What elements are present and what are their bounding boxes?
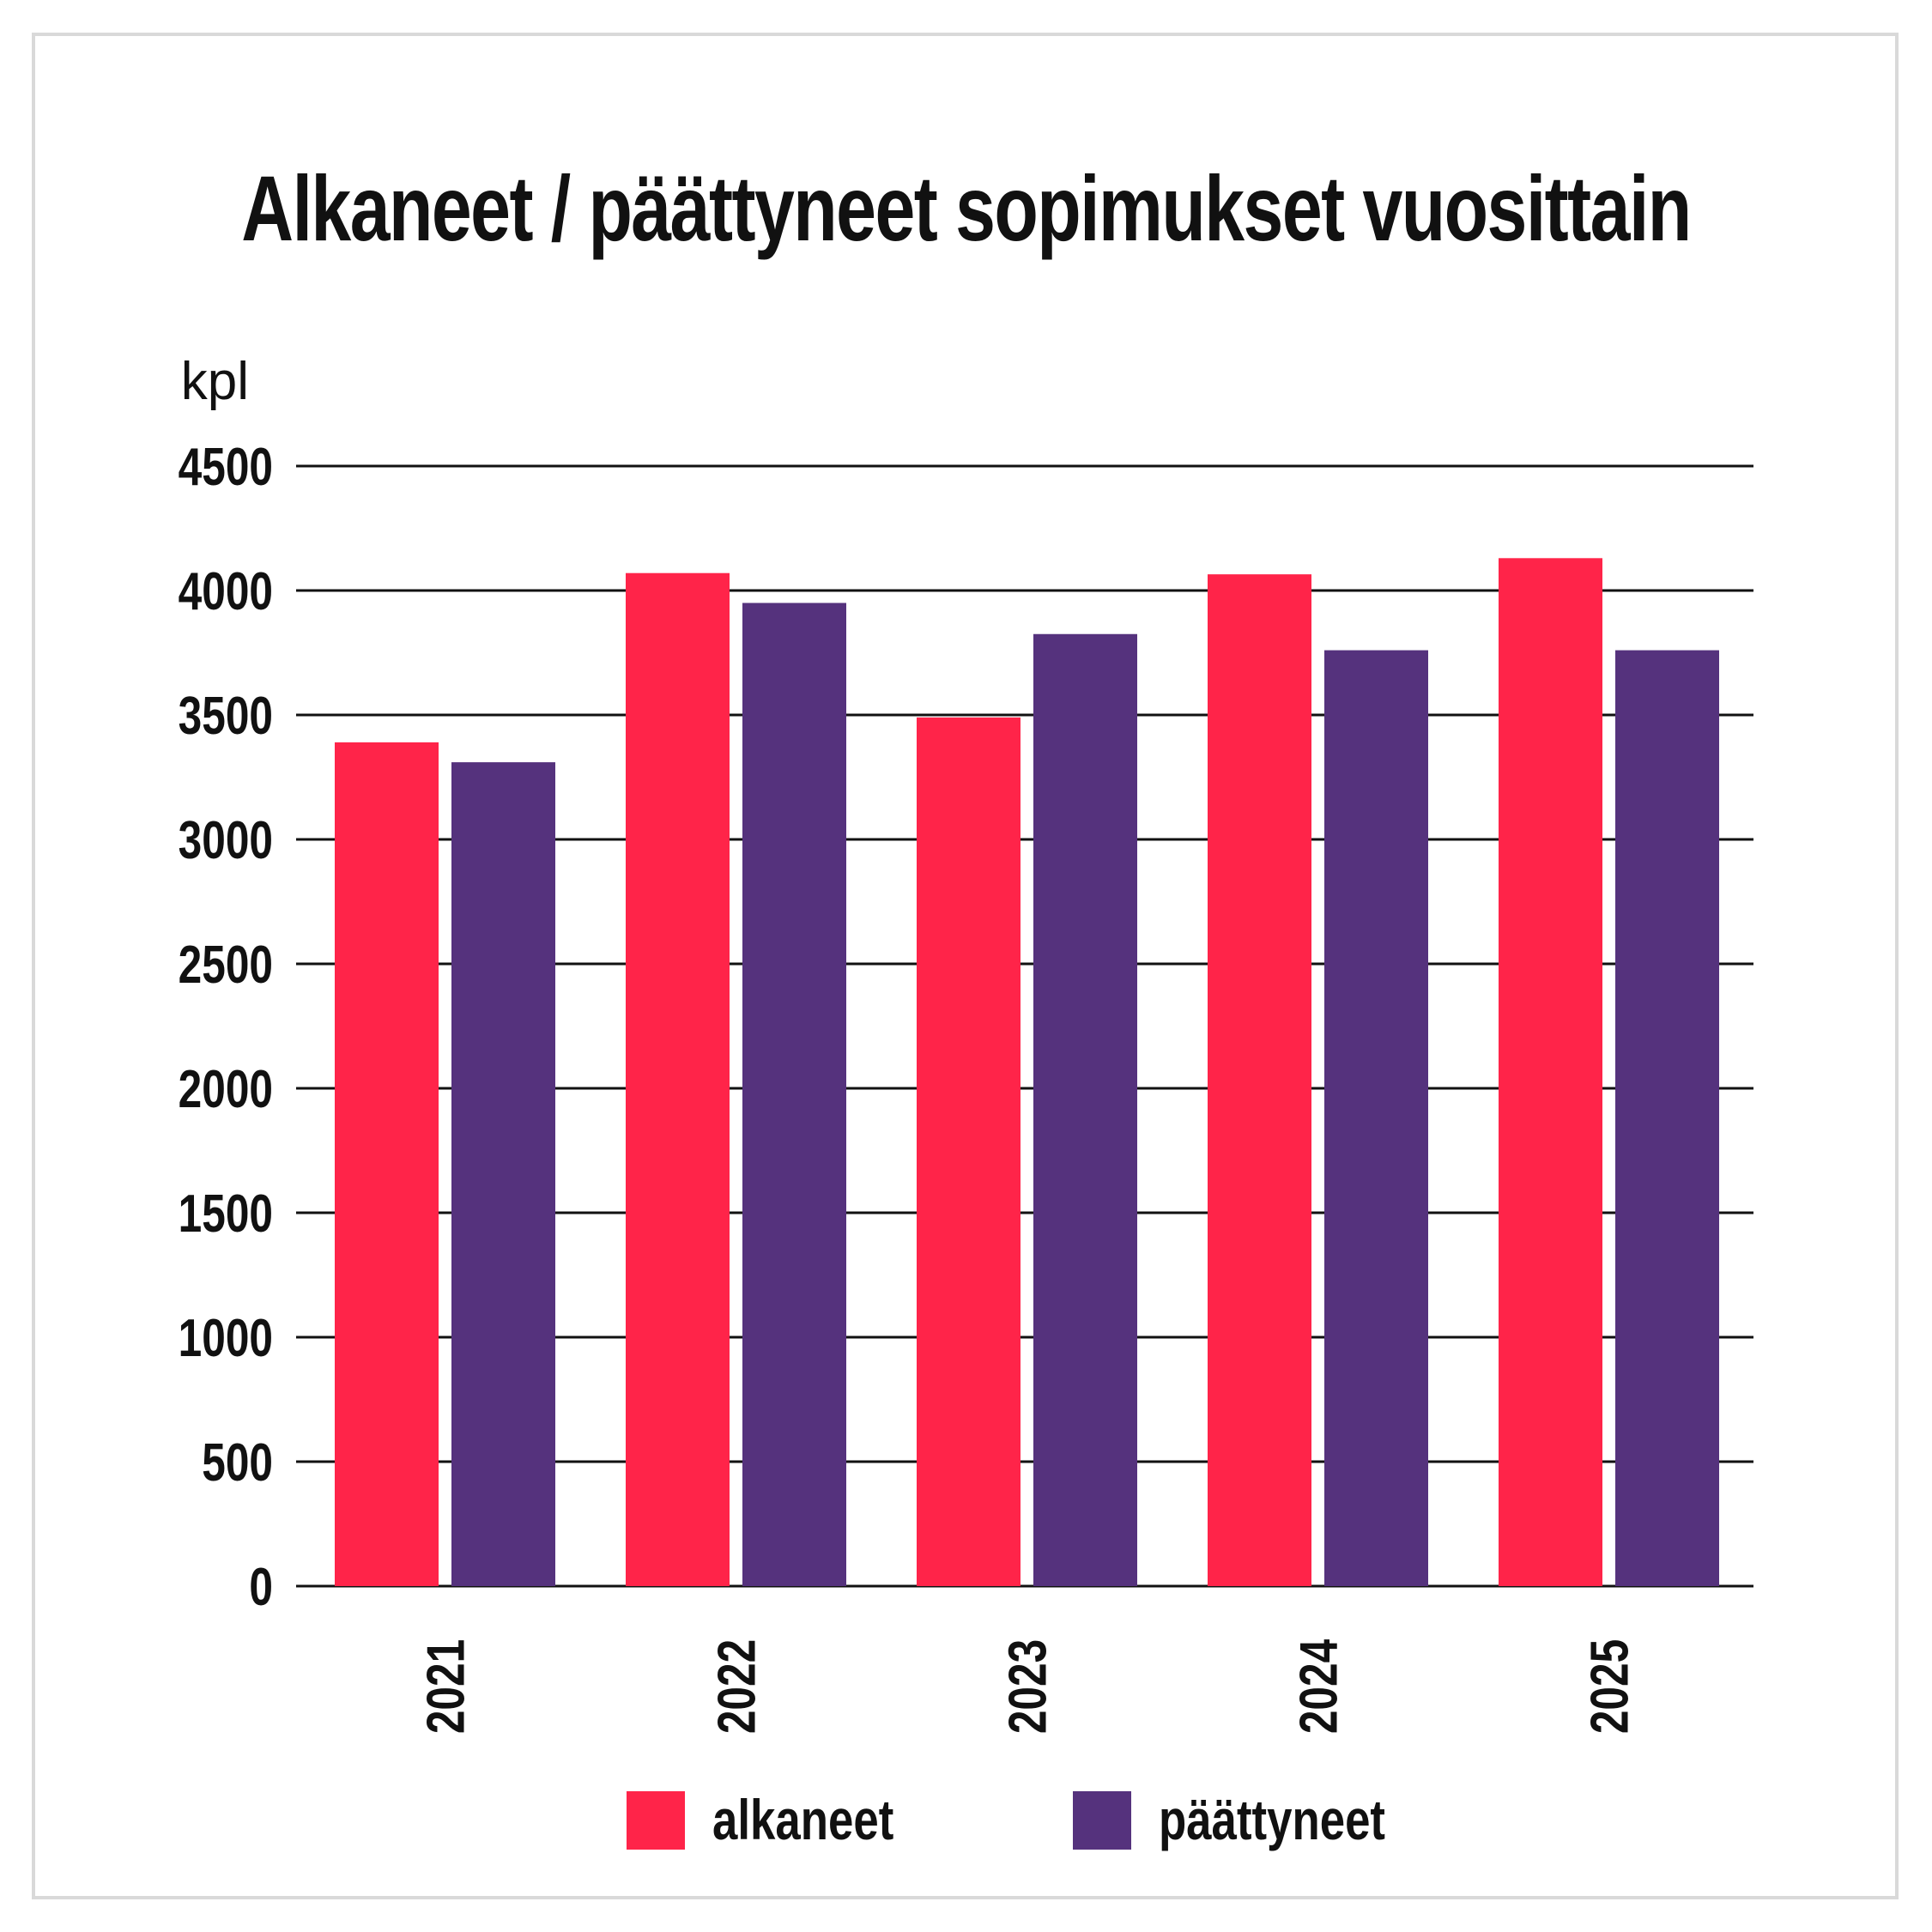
y-axis-ticks: 0 500 1000 1500 2000 2500 3000 3500 4000 4500 — [179, 437, 273, 1617]
y-tick-label: 500 — [202, 1432, 273, 1493]
y-tick-label: 2500 — [179, 935, 273, 995]
bar-pttyneet-2021 — [451, 762, 555, 1586]
y-tick-label: 4500 — [179, 437, 273, 497]
y-axis-unit-label: kpl — [181, 352, 249, 411]
chart-title: Alkaneet / päättyneet sopimukset vuositt… — [241, 156, 1692, 260]
legend: alkaneet päättyneet — [627, 1788, 1385, 1851]
x-tick-label: 2025 — [1579, 1639, 1639, 1734]
legend-label-pttyneet: päättyneet — [1159, 1788, 1385, 1851]
x-axis-ticks: 2021 2022 2023 2024 2025 — [415, 1639, 1639, 1734]
bar-alkaneet-2025 — [1499, 558, 1602, 1586]
bar-pttyneet-2023 — [1033, 633, 1137, 1586]
bar-alkaneet-2024 — [1208, 574, 1311, 1586]
bar-alkaneet-2022 — [626, 572, 730, 1587]
y-tick-label: 3000 — [179, 810, 273, 870]
legend-swatch-alkaneet — [627, 1791, 685, 1850]
bar-alkaneet-2021 — [335, 742, 439, 1586]
x-tick-label: 2024 — [1288, 1639, 1348, 1734]
bar-pttyneet-2024 — [1324, 650, 1428, 1586]
y-tick-label: 1500 — [179, 1184, 273, 1244]
bars — [335, 558, 1719, 1587]
bar-alkaneet-2023 — [917, 717, 1021, 1586]
legend-label-alkaneet: alkaneet — [712, 1788, 893, 1851]
x-tick-label: 2023 — [997, 1639, 1057, 1734]
y-tick-label: 4000 — [179, 561, 273, 621]
bar-pttyneet-2022 — [742, 603, 846, 1586]
y-tick-label: 0 — [249, 1557, 273, 1617]
y-tick-label: 2000 — [179, 1059, 273, 1119]
legend-swatch-pttyneet — [1073, 1791, 1131, 1850]
y-tick-label: 3500 — [179, 686, 273, 746]
x-tick-label: 2021 — [415, 1639, 475, 1734]
y-tick-label: 1000 — [179, 1308, 273, 1368]
x-tick-label: 2022 — [706, 1639, 766, 1734]
bar-pttyneet-2025 — [1615, 650, 1719, 1586]
